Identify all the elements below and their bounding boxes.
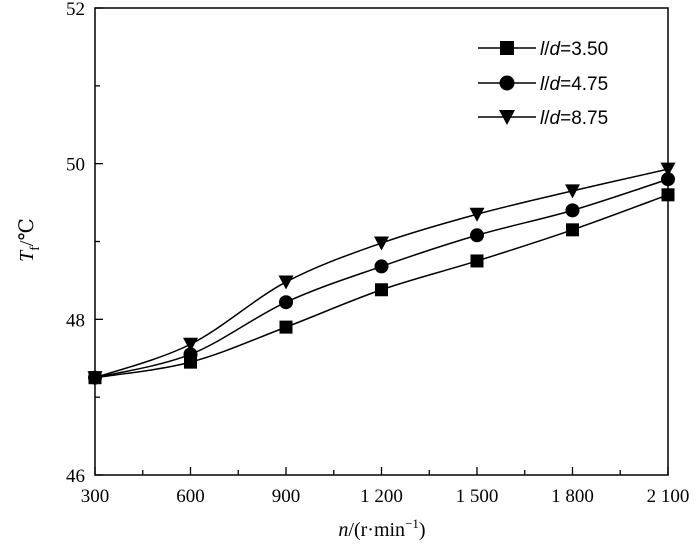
- legend-entry-s2: l/d=4.75: [478, 74, 608, 95]
- data-point-s1: [279, 320, 293, 334]
- data-point-s2: [279, 295, 293, 310]
- data-point-s3: [87, 371, 103, 386]
- legend: l/d=3.50 l/d=4.75 l/d=8.75: [478, 39, 608, 129]
- y-tick-label: 46: [66, 466, 85, 487]
- y-axis-title: Tf/℃: [16, 218, 43, 262]
- y-tick-label: 52: [66, 0, 85, 20]
- data-point-s2: [374, 259, 389, 274]
- series-s1: [88, 188, 675, 385]
- data-point-s2: [565, 203, 580, 218]
- legend-entry-s1: l/d=3.50: [478, 39, 608, 60]
- legend-marker-s3: [499, 110, 515, 125]
- data-point-s1: [470, 254, 484, 268]
- y-axis-ticks: 46 48 50 52: [66, 0, 103, 487]
- x-tick-label: 300: [81, 486, 110, 507]
- x-tick-label: 900: [272, 486, 301, 507]
- series-s3: [87, 162, 676, 386]
- x-tick-label: 1 800: [551, 486, 594, 507]
- x-tick-label: 1 200: [360, 486, 403, 507]
- data-point-s3: [278, 275, 294, 290]
- legend-marker-s1: [500, 41, 514, 55]
- data-point-s3: [660, 162, 676, 177]
- legend-entry-s3: l/d=8.75: [478, 108, 608, 129]
- x-axis-title: n/(r·min−1): [338, 516, 425, 541]
- legend-label-s3: l/d=8.75: [540, 108, 608, 129]
- y-tick-label: 50: [66, 155, 85, 176]
- data-point-s3: [374, 236, 389, 251]
- data-point-s1: [566, 223, 579, 237]
- data-point-s2: [470, 228, 484, 243]
- legend-marker-s2: [499, 75, 515, 91]
- x-tick-label: 2 100: [647, 486, 690, 507]
- data-point-s1: [661, 188, 675, 202]
- y-tick-label: 48: [66, 310, 85, 331]
- data-point-s1: [375, 283, 388, 297]
- data-point-s2: [183, 347, 198, 362]
- data-point-s3: [565, 184, 580, 199]
- data-point-s3: [183, 337, 198, 352]
- x-tick-label: 1 500: [456, 486, 499, 507]
- data-point-s2: [661, 172, 675, 187]
- data-point-s3: [469, 207, 485, 222]
- series-layer: [87, 162, 676, 386]
- legend-label-s1: l/d=3.50: [540, 39, 608, 60]
- series-line-s3: [94, 168, 669, 379]
- x-tick-label: 600: [176, 486, 205, 507]
- series-s2: [88, 172, 675, 385]
- legend-label-s2: l/d=4.75: [540, 74, 608, 95]
- x-axis-ticks: 300 600 900 1 200 1 500 1 800 2 100: [81, 467, 690, 507]
